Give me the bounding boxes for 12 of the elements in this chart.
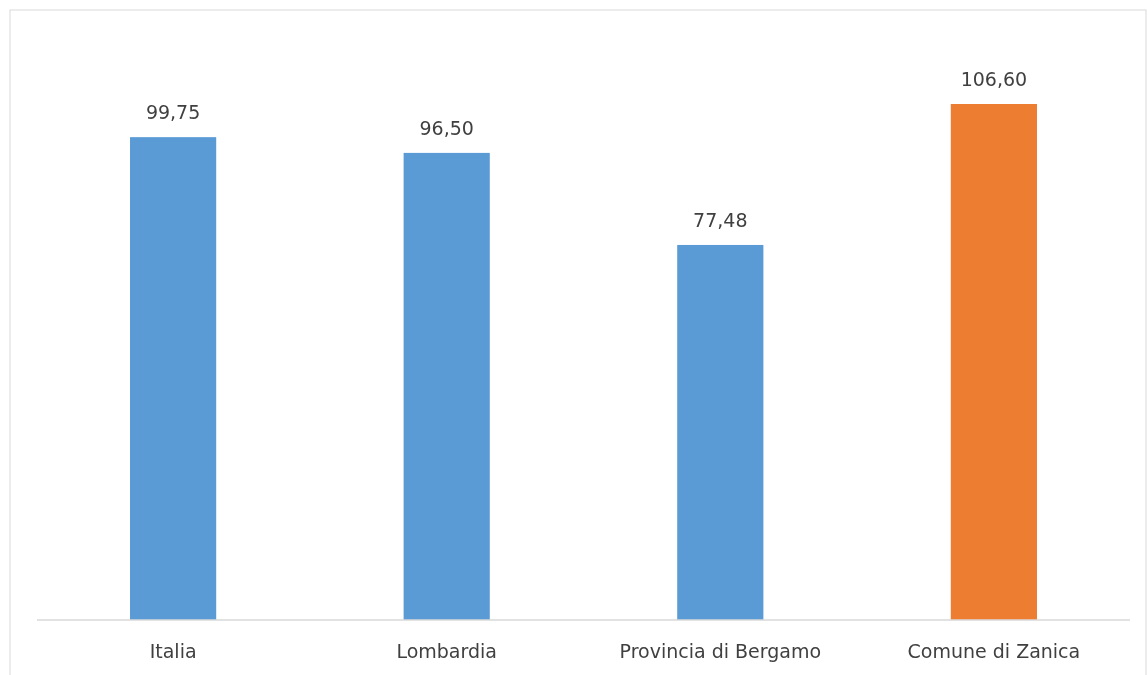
bar — [677, 244, 764, 620]
data-label: 96,50 — [419, 116, 474, 139]
bar — [403, 152, 490, 620]
data-label: 106,60 — [960, 68, 1028, 90]
x-tick-label: Comune di Zanica — [907, 640, 1081, 662]
data-label: 99,75 — [145, 101, 201, 124]
bar — [950, 104, 1037, 620]
x-tick-label: Lombardia — [396, 640, 497, 662]
data-label: 77,48 — [693, 208, 748, 231]
bar — [130, 137, 217, 620]
x-tick-label: Italia — [149, 640, 197, 662]
x-tick-label: Provincia di Bergamo — [619, 640, 822, 662]
